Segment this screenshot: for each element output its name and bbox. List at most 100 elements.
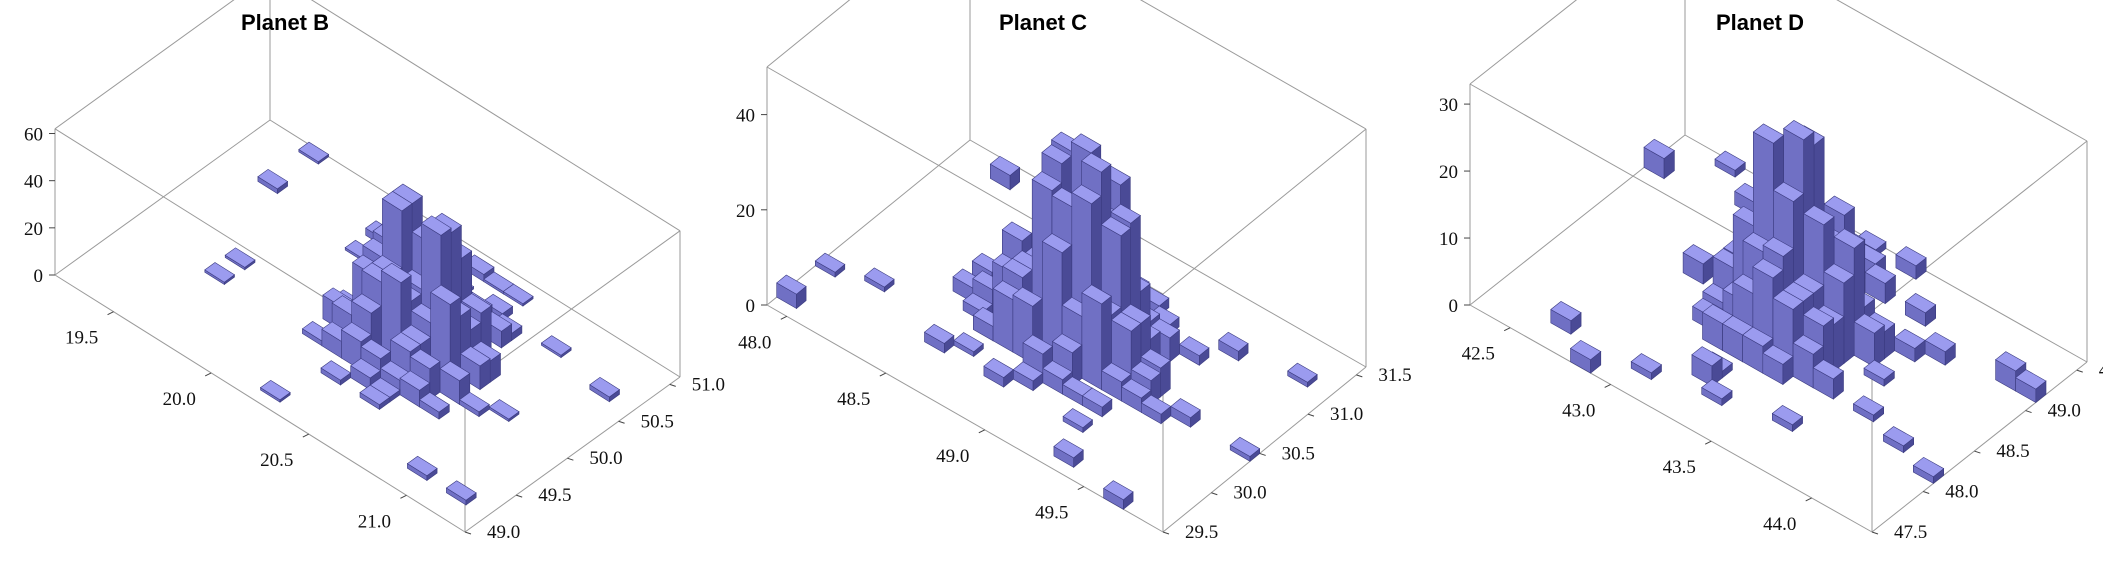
histogram-bar — [1103, 480, 1134, 510]
bar-top-face — [482, 293, 514, 315]
bar-side-face — [1833, 315, 1845, 373]
histogram-bar — [1894, 328, 1926, 363]
y-tick-label: 49.0 — [2048, 401, 2081, 422]
bar-top-face — [1792, 334, 1824, 355]
z-tick-label: 20 — [24, 219, 43, 240]
histogram-bar — [1682, 244, 1715, 285]
bar-top-face — [224, 247, 256, 268]
bar-top-face — [460, 293, 492, 314]
y-tick-mark — [2025, 410, 2032, 414]
histogram-bar — [1714, 150, 1746, 178]
bar-top-face — [360, 338, 392, 360]
z-tick-label: 0 — [1449, 296, 1459, 317]
bar-top-face — [1041, 144, 1072, 165]
bar-top-face — [259, 379, 291, 401]
histogram-bar — [1170, 398, 1201, 428]
panel-title: Planet D — [1716, 10, 1804, 35]
panel-planet-b: 19.5 20.0 20.5 21.0 49.0 49.5 50.0 50.5 51.0 0 20 4… — [24, 0, 725, 543]
histogram-bar — [540, 335, 572, 359]
z-tick-label: 30 — [1439, 95, 1458, 116]
bar-top-face — [418, 392, 450, 413]
y-tick-label: 50.0 — [589, 448, 622, 469]
x-tick-mark — [879, 372, 887, 377]
panel-title: Planet B — [241, 10, 329, 35]
bar-top-face — [1714, 150, 1746, 171]
histogram-bar — [1643, 138, 1675, 180]
histogram-bar — [1691, 346, 1723, 387]
bar-top-face — [1042, 360, 1073, 381]
x-tick-mark — [1704, 440, 1712, 445]
histogram-bar — [1569, 339, 1602, 374]
bar-top-face — [1895, 246, 1927, 267]
bar-top-face — [1081, 284, 1112, 305]
bar-top-face — [2015, 369, 2047, 390]
bar-top-face — [1742, 326, 1774, 347]
box-edge — [1836, 0, 2088, 142]
x-tick-label: 48.0 — [738, 332, 771, 353]
bar-top-face — [445, 480, 477, 501]
bar-top-face — [1062, 408, 1094, 429]
y-tick-label: 48.0 — [1945, 482, 1978, 503]
bar-top-face — [983, 357, 1014, 378]
histogram-bar — [1062, 408, 1094, 434]
x-tick-label: 20.5 — [260, 450, 293, 471]
y-tick-mark — [2076, 369, 2083, 373]
bar-top-face — [1803, 205, 1835, 226]
bar-top-face — [1924, 331, 1956, 353]
x-tick-label: 20.0 — [163, 389, 196, 410]
bar-top-face — [1550, 301, 1582, 322]
bar-top-face — [1783, 120, 1815, 141]
bar-top-face — [1569, 339, 1602, 361]
y-tick-label: 31.5 — [1378, 365, 1411, 386]
y-tick-mark — [1923, 491, 1930, 494]
y-tick-label: 31.0 — [1330, 404, 1363, 425]
x-tick-mark — [1604, 384, 1611, 388]
bar-top-face — [1001, 221, 1033, 242]
bar-top-face — [1071, 184, 1102, 205]
x-tick-mark — [1077, 486, 1085, 491]
bar-top-face — [953, 332, 984, 353]
bar-top-face — [1053, 438, 1084, 459]
bar-top-face — [350, 358, 382, 379]
box-edge — [1871, 361, 2088, 533]
x-tick-label: 49.5 — [1035, 503, 1068, 524]
y-tick-mark — [1162, 531, 1170, 535]
x-tick-mark — [400, 494, 407, 499]
z-tick-label: 10 — [1439, 229, 1458, 250]
histogram-bar — [1229, 436, 1261, 462]
histogram-bar — [1771, 405, 1804, 433]
x-tick-label: 43.0 — [1562, 400, 1595, 421]
x-tick-mark — [107, 311, 114, 316]
bounding-box — [766, 0, 1367, 533]
bar-top-face — [962, 292, 994, 313]
bar-top-face — [1041, 233, 1073, 254]
bar-top-face — [1882, 426, 1915, 447]
histogram-bar — [1218, 331, 1249, 362]
histogram-bar — [359, 384, 391, 410]
x-tick-mark — [1503, 327, 1511, 332]
bar-front-face — [1081, 292, 1102, 391]
bar-top-face — [1823, 195, 1856, 216]
y-tick-mark — [1211, 492, 1218, 496]
histogram-bar — [589, 376, 621, 403]
bar-top-face — [390, 331, 422, 353]
panel-planet-c: 48.0 48.5 49.0 49.5 29.5 30.0 30.5 31.0 31.5 0 20 4… — [736, 0, 1412, 543]
bar-top-face — [1833, 228, 1865, 249]
histogram-bar — [1924, 331, 1956, 366]
bar-top-face — [1995, 351, 2027, 372]
bar-top-face — [420, 215, 452, 236]
bar-top-face — [864, 267, 895, 288]
bar-top-face — [1762, 344, 1794, 365]
bar-top-face — [1771, 405, 1804, 426]
x-tick-mark — [978, 429, 986, 434]
y-tick-label: 48.5 — [1996, 441, 2029, 462]
bar-top-face — [1912, 456, 1945, 478]
histogram-bar — [259, 379, 291, 403]
histogram-bar — [1852, 395, 1885, 423]
bar-top-face — [1218, 331, 1249, 352]
box-edge — [310, 0, 681, 232]
bar-top-face — [1904, 293, 1937, 314]
box-edge — [766, 139, 971, 306]
histogram-bar — [776, 274, 807, 310]
y-tick-label: 30.0 — [1233, 483, 1266, 504]
